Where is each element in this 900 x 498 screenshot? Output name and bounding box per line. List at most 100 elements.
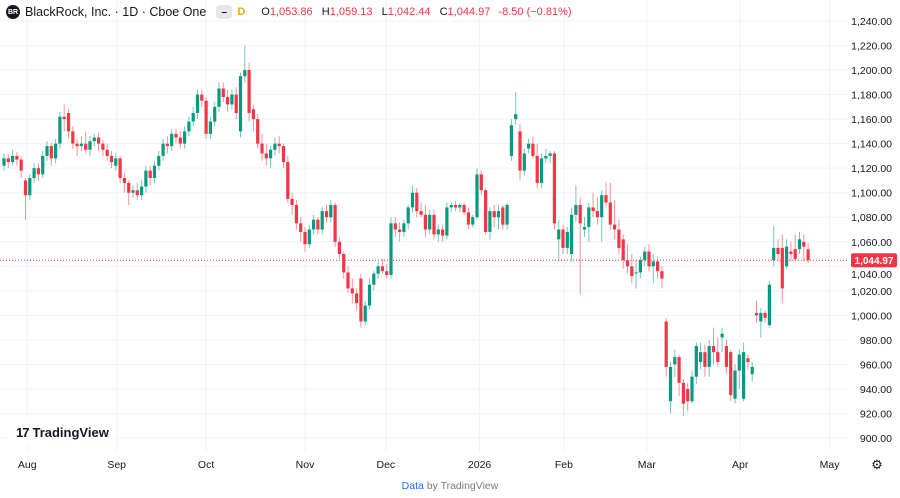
candle-body bbox=[522, 153, 526, 171]
candle-body bbox=[501, 207, 505, 225]
candle-body bbox=[574, 204, 578, 215]
candle bbox=[372, 271, 376, 291]
candle bbox=[320, 207, 324, 235]
close-value: 1,044.97 bbox=[447, 6, 491, 18]
data-link[interactable]: Data bbox=[401, 480, 424, 492]
candle-body bbox=[329, 204, 333, 218]
candle bbox=[152, 160, 157, 183]
candle bbox=[673, 349, 677, 377]
x-tick-label: Aug bbox=[18, 459, 37, 471]
candle-body bbox=[647, 251, 651, 267]
candle bbox=[587, 202, 591, 242]
tradingview-logo[interactable]: 17 TradingView bbox=[10, 421, 115, 444]
time-axis[interactable]: Aug Sep Oct Nov Dec 2026 Feb Mar Apr May bbox=[18, 459, 840, 471]
candle bbox=[118, 155, 122, 183]
gear-icon[interactable]: ⚙ bbox=[871, 457, 883, 472]
candle bbox=[256, 114, 260, 149]
candle bbox=[342, 251, 346, 279]
candle-body bbox=[58, 116, 62, 144]
candle bbox=[582, 217, 587, 237]
candle-body bbox=[552, 153, 556, 224]
candle-body bbox=[208, 121, 212, 134]
candle-body bbox=[170, 133, 174, 147]
candle-body bbox=[127, 182, 131, 193]
candle-body bbox=[32, 168, 36, 178]
candle bbox=[36, 163, 40, 181]
x-tick-label: Feb bbox=[555, 459, 573, 471]
candle bbox=[492, 204, 496, 228]
candle-body bbox=[664, 321, 668, 367]
candle bbox=[329, 200, 333, 223]
candle-body bbox=[122, 177, 126, 183]
y-tick-label: 1,040.00 bbox=[851, 269, 892, 281]
minus-icon[interactable]: – bbox=[216, 5, 233, 19]
candle bbox=[531, 136, 535, 159]
candle bbox=[707, 339, 711, 377]
candle-body bbox=[578, 204, 582, 224]
candle-body bbox=[471, 217, 475, 225]
candle bbox=[101, 139, 105, 156]
candle bbox=[195, 89, 200, 120]
candle bbox=[570, 207, 574, 262]
candle-body bbox=[582, 227, 587, 230]
candle-body bbox=[363, 305, 367, 322]
candle-body bbox=[187, 121, 191, 132]
candle-body bbox=[608, 202, 612, 225]
candle-body bbox=[88, 141, 92, 150]
candle-body bbox=[479, 174, 483, 191]
candle bbox=[767, 281, 771, 328]
candle-body bbox=[281, 146, 286, 163]
price-axis[interactable]: 1,240.00 1,220.00 1,200.00 1,180.00 1,160.00… bbox=[851, 16, 892, 445]
candle bbox=[333, 202, 337, 247]
candle-body bbox=[638, 260, 642, 273]
candle-body bbox=[131, 190, 135, 193]
candle bbox=[122, 173, 126, 193]
candle-body bbox=[200, 94, 204, 101]
candle-body bbox=[312, 219, 316, 230]
candle bbox=[793, 234, 797, 262]
candle-body bbox=[570, 214, 574, 255]
candle-body bbox=[488, 211, 492, 232]
candle bbox=[303, 227, 307, 252]
candle-body bbox=[453, 204, 458, 208]
candle bbox=[591, 192, 595, 218]
candle-body bbox=[806, 249, 810, 261]
candle-body bbox=[11, 155, 15, 163]
tradingview-logo-text: TradingView bbox=[32, 425, 109, 440]
candle-body bbox=[294, 204, 298, 224]
symbol-header: BR BlackRock, Inc. · 1D · Cboe One – D O… bbox=[6, 5, 572, 19]
candle bbox=[97, 132, 101, 152]
candle-body bbox=[174, 133, 178, 138]
candle-body bbox=[776, 247, 780, 255]
candle-body bbox=[462, 204, 466, 213]
candle-body bbox=[346, 272, 350, 289]
candle bbox=[144, 165, 148, 193]
x-tick-label: Apr bbox=[732, 459, 749, 471]
candle bbox=[552, 151, 556, 230]
candle-body bbox=[458, 204, 462, 208]
candle-body bbox=[548, 153, 552, 156]
candle-body bbox=[333, 204, 337, 242]
candle bbox=[681, 379, 685, 416]
candle bbox=[290, 192, 294, 215]
candle-body bbox=[724, 346, 728, 367]
candle-body bbox=[475, 174, 479, 218]
candle bbox=[436, 224, 440, 242]
candle bbox=[350, 278, 354, 304]
candle-body bbox=[264, 153, 268, 159]
candle-body bbox=[355, 293, 359, 304]
candle-body bbox=[690, 376, 694, 402]
candle bbox=[213, 101, 217, 127]
symbol-title[interactable]: BlackRock, Inc. · 1D · Cboe One bbox=[25, 5, 207, 19]
candle-body bbox=[625, 260, 630, 267]
candle-body bbox=[793, 249, 797, 259]
candle-body bbox=[402, 223, 406, 232]
candle bbox=[802, 234, 806, 262]
candle-body bbox=[681, 382, 685, 404]
candle-body bbox=[720, 333, 724, 338]
candle bbox=[763, 310, 767, 323]
y-tick-label: 1,060.00 bbox=[851, 237, 892, 249]
candle bbox=[346, 266, 350, 294]
candle-body bbox=[445, 207, 449, 236]
